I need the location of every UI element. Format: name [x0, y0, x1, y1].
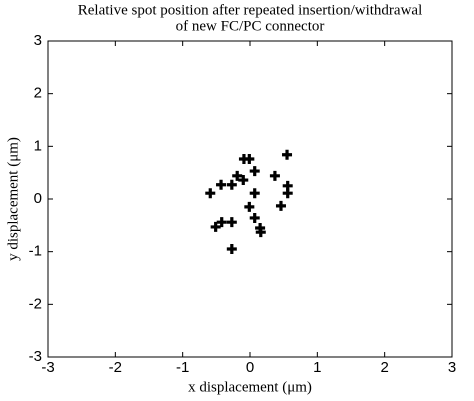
- point: [282, 188, 293, 199]
- chart-title-line: of new FC/PC connector: [176, 18, 325, 34]
- point: [216, 179, 227, 190]
- x-tick-label: 2: [380, 359, 388, 376]
- plot-frame: [47, 40, 453, 358]
- point: [269, 170, 280, 181]
- x-tick-label: 0: [246, 359, 254, 376]
- x-axis-label: x displacement (μm): [188, 379, 312, 395]
- chart-title-line: Relative spot position after repeated in…: [78, 2, 422, 18]
- point: [226, 217, 237, 228]
- x-tick-label: -3: [41, 359, 54, 376]
- point: [249, 166, 260, 177]
- point: [275, 200, 286, 211]
- point: [249, 188, 260, 199]
- point: [232, 170, 243, 181]
- y-tick-label: -1: [29, 243, 42, 260]
- point: [216, 217, 227, 228]
- x-tick-label: 3: [448, 359, 456, 376]
- point: [238, 175, 249, 186]
- y-tick-label: 0: [34, 190, 42, 207]
- y-tick-label: -2: [29, 295, 42, 312]
- point: [282, 149, 293, 160]
- x-tick-label: 1: [313, 359, 321, 376]
- y-tick-label: 1: [34, 137, 42, 154]
- x-tick-label: -2: [109, 359, 122, 376]
- point: [255, 227, 266, 238]
- point: [210, 221, 221, 232]
- x-tick-label: -1: [176, 359, 189, 376]
- point: [205, 188, 216, 199]
- y-axis-label: y displacement (μm): [5, 137, 21, 261]
- y-tick-label: -3: [29, 348, 42, 365]
- point: [226, 179, 237, 190]
- point: [244, 153, 255, 164]
- y-tick-label: 3: [34, 32, 42, 49]
- y-tick-label: 2: [34, 85, 42, 102]
- point: [244, 201, 255, 212]
- point: [226, 244, 237, 255]
- point: [249, 212, 260, 223]
